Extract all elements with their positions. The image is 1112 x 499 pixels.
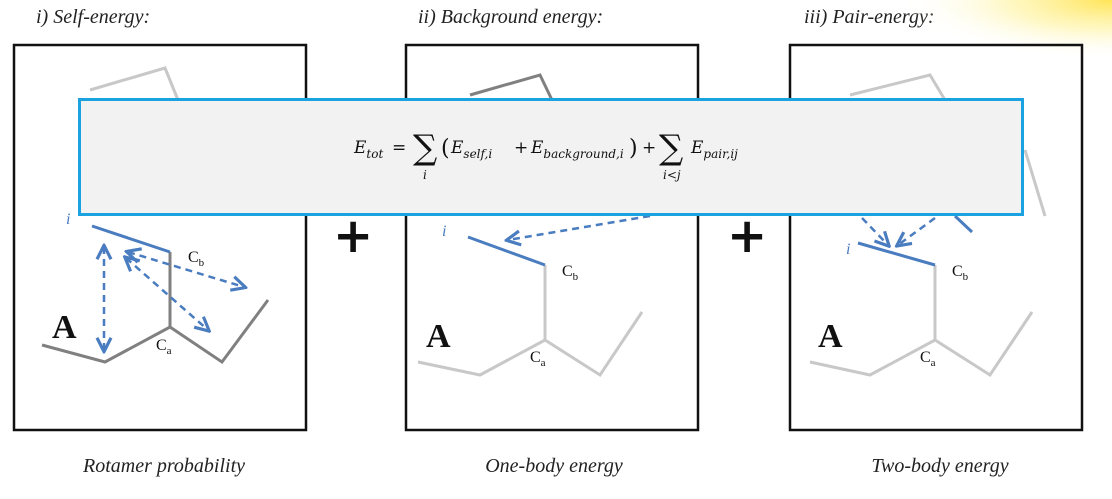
plus-sign-1: +	[333, 208, 373, 264]
panel-frame-pair	[788, 43, 1084, 432]
total-energy-formula: Etot = ∑ i ( Eself,i + Ebackground,i ) +…	[353, 128, 738, 182]
residue-label-panel3: A	[818, 318, 843, 355]
formula-box: Etot = ∑ i ( Eself,i + Ebackground,i ) +…	[78, 98, 1024, 216]
panel-pair-structure	[809, 73, 1047, 378]
formula-term-self: Eself,i	[450, 138, 492, 161]
rotamer-index-panel3: i	[846, 241, 850, 258]
rotamer-index-panel2: i	[442, 223, 446, 240]
formula-term-pair: Epair,ij	[690, 138, 738, 161]
self-arrow-to-backbone	[126, 258, 208, 330]
pair-arrow-right	[898, 216, 936, 245]
panel-frame-self	[12, 43, 308, 432]
residue-label-panel1: A	[52, 309, 77, 346]
neighbor-chain-top	[849, 73, 947, 101]
formula-equals: =	[392, 138, 406, 158]
panel-title-self-energy: i) Self-energy:	[36, 6, 151, 28]
ca-label-panel1: Ca	[156, 337, 172, 357]
formula-sum-1: ∑	[413, 128, 437, 168]
formula-lparen: (	[441, 136, 450, 161]
caption-rotamer-probability: Rotamer probability	[82, 455, 246, 477]
caption-two-body-energy: Two-body energy	[871, 455, 1009, 477]
ca-label-panel2: Ca	[530, 349, 546, 369]
formula-term-background: Ebackground,i	[530, 138, 624, 161]
neighbor-rotamer-fragment	[953, 214, 974, 234]
pair-arrow-left	[861, 217, 888, 245]
panel-self-structure	[41, 66, 270, 365]
residue-label-panel2: A	[426, 318, 451, 355]
formula-sum-1-index: i	[423, 168, 427, 182]
formula-plus-1: +	[514, 138, 528, 158]
formula-sum-2: ∑	[659, 128, 683, 168]
glow-decoration	[900, 0, 1112, 60]
rotamer-sidechain	[467, 235, 546, 267]
self-arrow-to-right	[128, 252, 244, 287]
ca-label-panel3: Ca	[920, 349, 936, 369]
panel-background-structure	[417, 73, 651, 378]
formula-plus-2: +	[642, 138, 656, 158]
panel-title-background-energy: ii) Background energy:	[418, 6, 604, 28]
cb-label-panel2: Cb	[562, 263, 579, 283]
formula-lhs: Etot	[353, 138, 383, 161]
formula-sum-2-index: i<j	[663, 168, 681, 182]
neighbor-fragment-right	[1023, 149, 1047, 217]
formula-rparen: )	[629, 136, 638, 161]
caption-one-body-energy: One-body energy	[485, 455, 623, 477]
neighbor-chain-top	[89, 66, 180, 101]
background-arrow	[508, 214, 651, 240]
neighbor-chain-top	[469, 73, 554, 101]
cb-label-panel3: Cb	[952, 263, 969, 283]
cb-label-panel1: Cb	[188, 249, 205, 269]
rotamer-sidechain	[857, 241, 936, 267]
panel-frame-background	[404, 43, 700, 432]
plus-sign-2: +	[727, 208, 767, 264]
rotamer-index-panel1: i	[66, 211, 70, 228]
